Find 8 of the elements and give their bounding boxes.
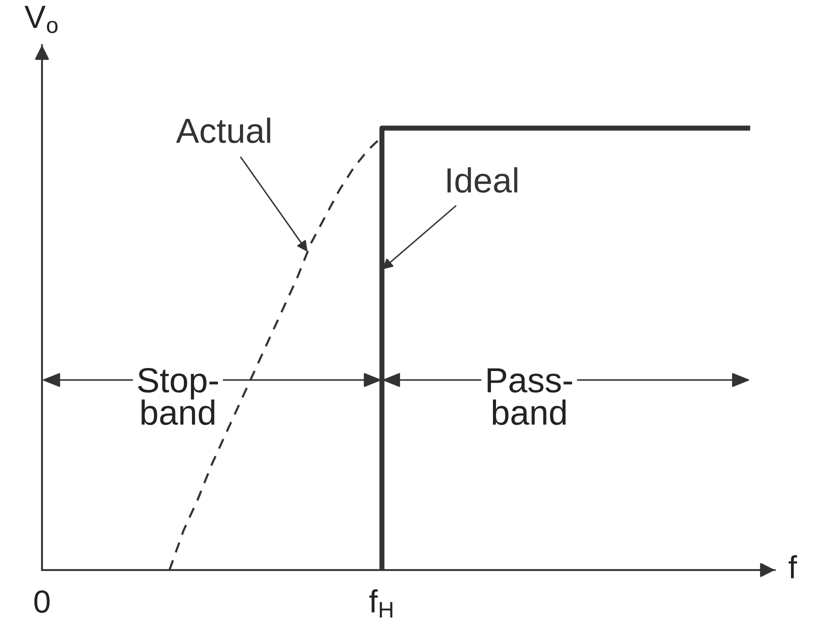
x-tick-label: f$_{H}$: [369, 589, 392, 618]
annotation: Pass- band: [488, 368, 572, 425]
x-axis-title: f: [788, 555, 798, 578]
series-label: Ideal: [447, 167, 518, 193]
x-tick-label: 0: [34, 590, 50, 613]
y-axis-title: V$_{o}$: [24, 6, 58, 34]
text: Actual: [176, 118, 270, 144]
annotation: Stop- band: [138, 368, 218, 425]
